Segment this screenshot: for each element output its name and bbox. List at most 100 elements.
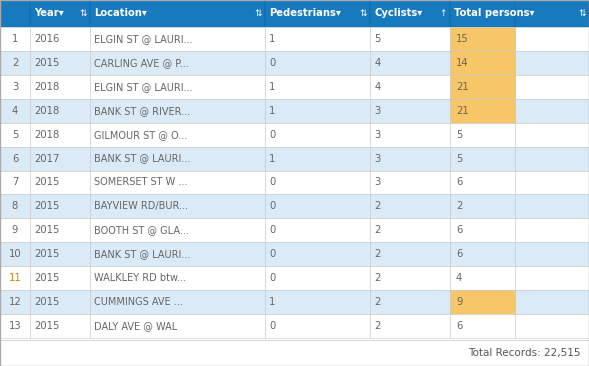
Text: 2015: 2015 [34,297,59,307]
Bar [450,290,515,314]
Bar [515,75,589,99]
Bar [265,266,370,290]
Bar [265,171,370,194]
Text: 2: 2 [374,201,380,212]
Bar [450,75,515,99]
Text: 2015: 2015 [34,58,59,68]
Bar [515,0,589,27]
Bar [515,51,589,75]
Bar [370,51,450,75]
Text: 1: 1 [269,297,276,307]
Bar [370,242,450,266]
Bar [30,99,90,123]
Text: 6: 6 [456,225,462,235]
Text: BANK ST @ LAURI...: BANK ST @ LAURI... [94,249,190,259]
Bar [30,123,90,147]
Bar [265,51,370,75]
Text: 9: 9 [12,225,18,235]
Text: 2: 2 [456,201,462,212]
Bar [515,99,589,123]
Bar [450,99,515,123]
Bar [450,99,515,123]
Bar [370,290,450,314]
Text: ELGIN ST @ LAURI...: ELGIN ST @ LAURI... [94,82,193,92]
Bar [450,75,515,99]
Text: 2015: 2015 [34,321,59,331]
Bar [450,290,515,314]
Bar [265,99,370,123]
Text: 10: 10 [9,249,21,259]
Text: Year▾: Year▾ [34,8,64,19]
Bar [30,0,90,27]
Text: 3: 3 [12,82,18,92]
Bar [370,75,450,99]
Text: 6: 6 [456,321,462,331]
Text: 0: 0 [269,249,276,259]
Bar [370,0,450,27]
Bar [0,51,30,75]
Bar [450,194,515,219]
Text: Total Records: 22,515: Total Records: 22,515 [468,348,580,358]
Bar [0,147,30,171]
Text: BANK ST @ LAURI...: BANK ST @ LAURI... [94,154,190,164]
Bar [265,290,370,314]
Bar [0,266,30,290]
Bar [370,266,450,290]
Text: 4: 4 [374,82,380,92]
Bar [0,242,30,266]
Bar [370,194,450,219]
Text: 4: 4 [456,273,462,283]
Bar [90,242,265,266]
Bar [265,75,370,99]
Text: CUMMINGS AVE ...: CUMMINGS AVE ... [94,297,183,307]
Bar [450,266,515,290]
Text: Cyclists▾: Cyclists▾ [374,8,422,19]
Bar [370,171,450,194]
Bar [30,27,90,51]
Bar [30,266,90,290]
Bar [0,290,30,314]
Text: 11: 11 [9,273,21,283]
Text: DALY AVE @ WAL: DALY AVE @ WAL [94,321,177,331]
Bar [30,147,90,171]
Text: 2015: 2015 [34,178,59,187]
Bar [450,242,515,266]
Text: 2016: 2016 [34,34,59,44]
Text: 2015: 2015 [34,225,59,235]
Bar [515,194,589,219]
Text: 2018: 2018 [34,130,59,140]
Bar [450,51,515,75]
Bar [90,27,265,51]
Bar [450,219,515,242]
Text: 6: 6 [456,178,462,187]
Text: 8: 8 [12,201,18,212]
Text: 2015: 2015 [34,249,59,259]
Bar [90,290,265,314]
Text: 3: 3 [374,130,380,140]
Text: 21: 21 [456,82,469,92]
Bar [370,123,450,147]
Text: 0: 0 [269,201,276,212]
Bar [0,194,30,219]
Text: 14: 14 [456,58,468,68]
Bar [450,123,515,147]
Bar [0,219,30,242]
Text: 21: 21 [456,106,469,116]
Text: GILMOUR ST @ O...: GILMOUR ST @ O... [94,130,187,140]
Bar [515,290,589,314]
Text: 2: 2 [374,225,380,235]
Bar [30,242,90,266]
Bar [265,194,370,219]
Bar [515,219,589,242]
Text: 12: 12 [9,297,21,307]
Bar [0,171,30,194]
Text: BOOTH ST @ GLA...: BOOTH ST @ GLA... [94,225,189,235]
Bar [265,219,370,242]
Text: 1: 1 [269,106,276,116]
Bar [515,123,589,147]
Bar [30,51,90,75]
Text: 3: 3 [374,106,380,116]
Bar [370,219,450,242]
Text: ⇅: ⇅ [80,9,87,18]
Text: Location▾: Location▾ [94,8,147,19]
